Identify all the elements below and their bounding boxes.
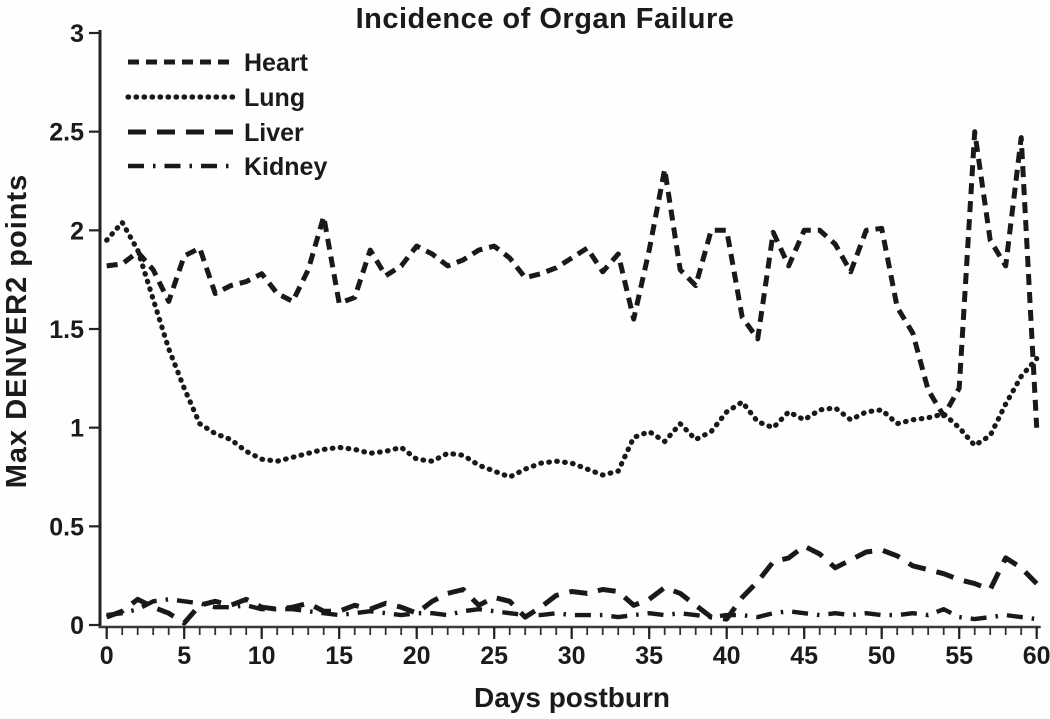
- x-tick-label: 5: [177, 642, 191, 670]
- legend: Heart Lung Liver Kidney: [125, 49, 327, 181]
- legend-label-kidney: Kidney: [244, 153, 327, 181]
- x-tick-label: 25: [480, 642, 508, 670]
- x-tick-label: 55: [945, 642, 973, 670]
- y-tick-label: 0: [70, 612, 84, 640]
- x-tick-label: 30: [558, 642, 586, 670]
- x-tick-label: 60: [1023, 642, 1050, 670]
- series-group: [104, 129, 1040, 626]
- legend-label-heart: Heart: [244, 49, 309, 77]
- series-line-liver: [105, 543, 1039, 626]
- x-axis-label: Days postburn: [474, 682, 670, 713]
- axes-group: 00.511.522.530 5 10 15 20 25 30 35 40 45 50 55 60: [49, 20, 1050, 670]
- series-line-heart: [106, 129, 1040, 428]
- y-tick-label: 1: [70, 415, 84, 443]
- series-line-kidney: [106, 597, 1037, 622]
- x-tick-label: 15: [325, 642, 353, 670]
- x-tick-label: 35: [635, 642, 663, 670]
- x-tick-label: 50: [868, 642, 896, 670]
- series-line-lung: [104, 219, 1040, 480]
- x-tick-label: 10: [248, 642, 276, 670]
- legend-label-liver: Liver: [244, 119, 304, 147]
- y-tick-label: 2: [70, 217, 84, 245]
- y-tick-label: 1.5: [49, 316, 84, 344]
- y-axis-label: Max DENVER2 points: [1, 174, 33, 489]
- y-tick-label: 0.5: [49, 513, 84, 541]
- x-tick-label: 45: [790, 642, 818, 670]
- x-tick-label: 0: [100, 642, 114, 670]
- y-tick-label: 3: [70, 20, 84, 48]
- y-tick-label: 2.5: [49, 119, 84, 147]
- x-tick-label: 20: [403, 642, 431, 670]
- x-tick-label: 40: [713, 642, 741, 670]
- chart-title: Incidence of Organ Failure: [356, 3, 735, 35]
- legend-label-lung: Lung: [244, 84, 305, 112]
